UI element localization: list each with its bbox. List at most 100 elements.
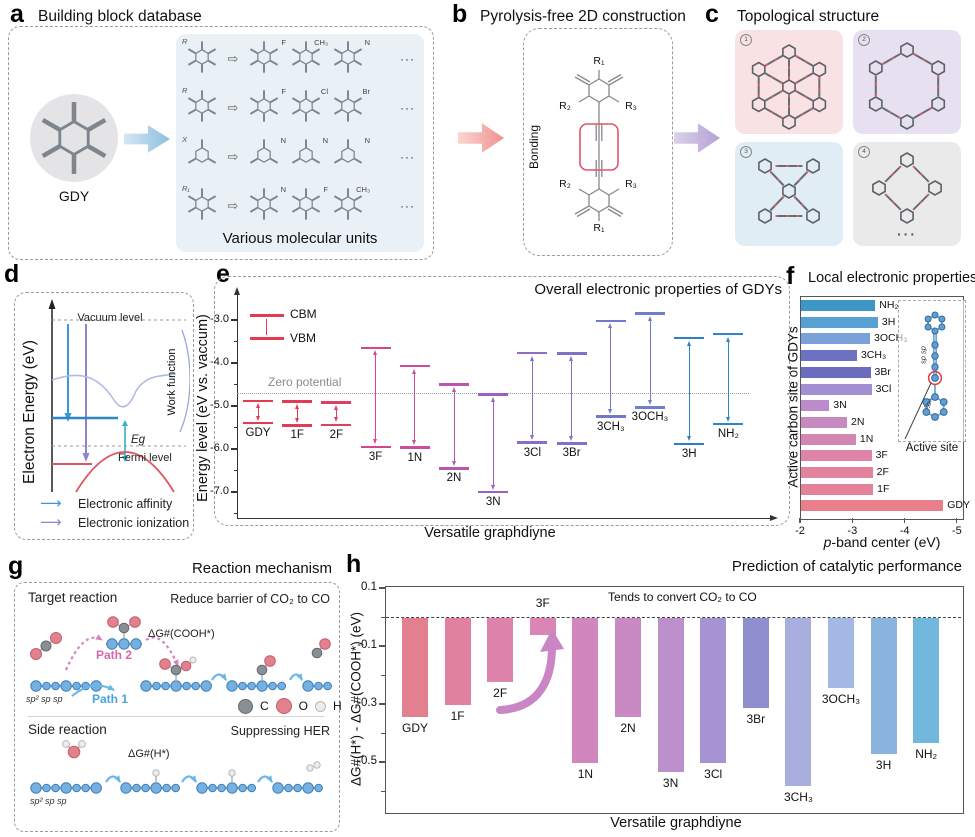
e-gap-line-2F: [335, 408, 337, 419]
topology-tile-2: 2: [853, 30, 961, 134]
unit-base-label: R₁: [182, 183, 190, 193]
f-bar-label-3N: 3N: [833, 399, 847, 412]
f-x-tick-label: -4: [899, 525, 910, 537]
h-bar-1N: [572, 618, 599, 763]
e-entry-label-3N: 3N: [485, 496, 501, 508]
units-caption: Various molecular units: [222, 230, 378, 247]
topology-tile-3: 3: [735, 142, 843, 246]
fermi-level-label: Fermi level: [118, 452, 172, 464]
affinity-legend-arrow-icon: ⟶: [40, 495, 62, 512]
e-gap-arrow-up-10: [647, 316, 652, 322]
target-reaction-note: Reduce barrier of CO₂ to CO: [170, 592, 330, 606]
h-y-tick-label: -0.3: [357, 697, 377, 709]
f-bar-3CH₃: [801, 350, 857, 362]
e-gap-arrow-up-2: [333, 405, 338, 411]
panel-c-letter: c: [705, 0, 719, 28]
e-entry-label-2N: 2N: [446, 472, 462, 485]
h-bar-3H: [870, 618, 897, 755]
e-gap-line-1N: [414, 372, 416, 442]
f-x-tick-label: -3: [847, 525, 858, 537]
p-band-center-chart: NH₂ 3H 3OCH₃ 3CH₃ 3Br 3Cl 3N 2N 1N 3F 2F 1F GDY -2 -3-…: [795, 292, 975, 548]
panel-f-letter: f: [786, 262, 795, 290]
path2-label: Path 2: [96, 648, 133, 662]
panel-f-title: Local electronic properties: [808, 270, 975, 286]
panel-e-title: Overall electronic properties of GDYs: [534, 281, 782, 298]
e-gap-arrow-up-11: [686, 340, 691, 346]
f-bar-label-3Cl: 3Cl: [875, 382, 892, 395]
e-gap-arrow-up-12: [725, 336, 730, 342]
e-cbm-3F: [360, 346, 391, 350]
molecule-glyph-icon: [291, 137, 321, 164]
e-y-tick-label: -6.0: [210, 442, 229, 454]
unit-row-more: ···: [400, 100, 415, 115]
b-r2-lower-label: R₂: [559, 178, 571, 190]
flow-arrow-b-to-c-icon: [674, 123, 720, 153]
b-r1-bottom-label: R₁: [593, 222, 605, 234]
f-bar-1F: [801, 483, 874, 495]
unit-variant-molecule: N: [328, 36, 370, 82]
topology-network-4: [872, 152, 942, 224]
e-gap-arrow-up-1: [294, 404, 299, 410]
oxygen-legend-icon: [275, 698, 292, 714]
e-entry-label-3CH₃: 3CH₃: [596, 420, 625, 433]
e-entry-label-3Br: 3Br: [562, 447, 581, 460]
h-y-minor-tick: [381, 674, 385, 676]
f-x-tick: [799, 518, 801, 523]
g-sp-row-target: sp² sp sp: [26, 694, 63, 704]
panel-g-letter: g: [8, 552, 24, 580]
unit-variant-molecule: F: [286, 183, 328, 229]
e-y-tick: [231, 319, 237, 321]
ionization-legend-arrow-icon: ⟶: [40, 514, 62, 531]
molecule-glyph-icon: [333, 88, 363, 123]
unit-base-label: R: [182, 85, 188, 95]
g-sp-row-side: sp² sp sp: [30, 796, 67, 806]
atom-legend: C O H: [238, 698, 342, 714]
e-vbm-3Cl: [517, 441, 548, 444]
f-bar-label-1N: 1N: [859, 432, 874, 445]
f-x-tick-label: -2: [795, 525, 805, 537]
legend-vbm-label: VBM: [290, 331, 317, 345]
potential-curve: [51, 373, 177, 408]
e-gap-arrow-down-1: [294, 417, 299, 423]
active-site-inset: [898, 300, 966, 442]
valence-band-parabola: [75, 451, 175, 493]
molecule-glyph-icon: [333, 137, 363, 164]
e-cbm-3Br: [556, 352, 587, 355]
f-bar-3H: [801, 316, 878, 328]
unit-row-1: R ⇨ F Cl Br ···: [176, 83, 424, 132]
improvement-arrow-icon: [496, 630, 564, 714]
e-cbm-3CH₃: [595, 319, 626, 323]
e-gap-arrow-down-4: [412, 440, 417, 446]
h-bar-label-1N: 1N: [577, 767, 594, 781]
flow-arrow-a-to-b-icon: [458, 123, 504, 153]
f-x-tick: [956, 518, 958, 523]
unit-variant-molecule: N: [244, 183, 286, 229]
molecule-glyph-icon: [249, 137, 279, 164]
e-gap-line-3Br: [571, 359, 573, 438]
f-x-axis-label: p-band center (eV): [798, 534, 966, 550]
h-bar-label-3Br: 3Br: [746, 711, 766, 726]
unit-base-label: X: [182, 134, 188, 144]
h-bar-3OCH₃: [828, 618, 854, 688]
molecule-glyph-icon: [249, 186, 279, 221]
f-bar-label-1F: 1F: [877, 482, 890, 495]
h-y-minor-tick: [381, 732, 385, 734]
e-entry-label-1N: 1N: [407, 451, 423, 464]
e-gap-arrow-down-8: [569, 435, 574, 441]
e-y-tick-label: -3.0: [210, 313, 229, 325]
e-gap-arrow-up-5: [451, 387, 456, 392]
e-entry-label-1F: 1F: [290, 429, 304, 442]
tile-4-number: 4: [858, 146, 870, 158]
ionization-arrow-icon: [82, 453, 90, 462]
e-gap-line-3F: [375, 353, 377, 441]
h-bar-label-3N: 3N: [662, 775, 679, 790]
panel-d-box: [14, 292, 194, 540]
h-bar-NH₂: [913, 618, 940, 743]
e-cbm-3N: [478, 393, 509, 396]
f-x-tick-label: -5: [952, 525, 962, 537]
e-y-tick: [231, 405, 237, 407]
target-reaction-heading: Target reaction: [28, 590, 118, 605]
unit-variant-label: N: [364, 135, 370, 145]
f-bar-label-2N: 2N: [851, 415, 865, 428]
molecule-glyph-icon: [291, 186, 321, 221]
